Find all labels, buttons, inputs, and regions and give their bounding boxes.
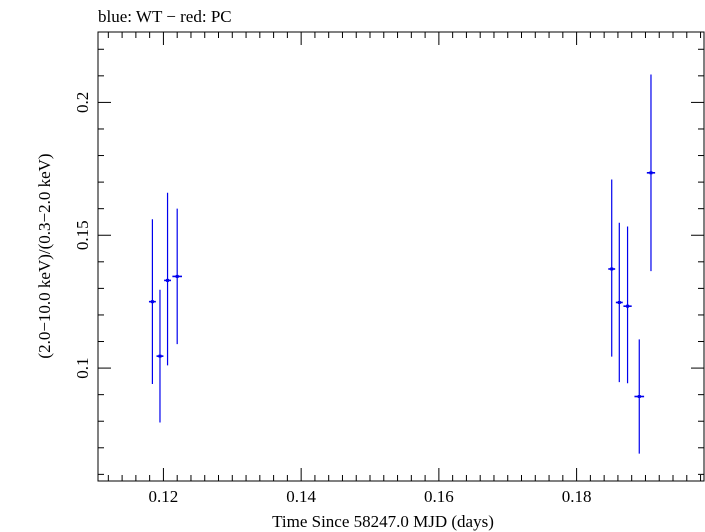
y-tick-label: 0.2 (73, 92, 92, 113)
x-tick-label: 0.16 (424, 487, 454, 506)
x-axis-label: Time Since 58247.0 MJD (days) (272, 512, 494, 531)
x-tick-label: 0.18 (562, 487, 592, 506)
point-marker (610, 267, 614, 271)
x-tick-label: 0.12 (149, 487, 179, 506)
data-point (634, 339, 645, 454)
y-tick-label: 0.15 (73, 220, 92, 250)
data-point (615, 222, 623, 383)
chart-title: blue: WT − red: PC (98, 7, 232, 26)
point-marker (626, 304, 630, 308)
point-marker (175, 274, 179, 278)
x-tick-label: 0.14 (286, 487, 316, 506)
y-axis-label: (2.0−10.0 keV)/(0.3−2.0 keV) (35, 153, 54, 358)
y-tick-label: 0.1 (73, 357, 92, 378)
plot-frame (97, 31, 705, 482)
data-points (148, 74, 656, 454)
y-axis: 0.1 0.15 0.2 (73, 48, 704, 475)
point-marker (637, 395, 641, 399)
data-point (623, 226, 632, 384)
point-marker (649, 171, 653, 175)
data-point (608, 179, 616, 357)
data-point (646, 74, 656, 272)
data-point (148, 219, 156, 385)
data-point (156, 289, 164, 423)
point-marker (150, 300, 154, 304)
data-point (164, 192, 171, 366)
x-axis: 0.12 0.14 0.16 0.18 (107, 32, 702, 506)
point-marker (166, 278, 170, 282)
point-marker (158, 354, 162, 358)
data-point (172, 208, 183, 345)
point-marker (617, 300, 621, 304)
